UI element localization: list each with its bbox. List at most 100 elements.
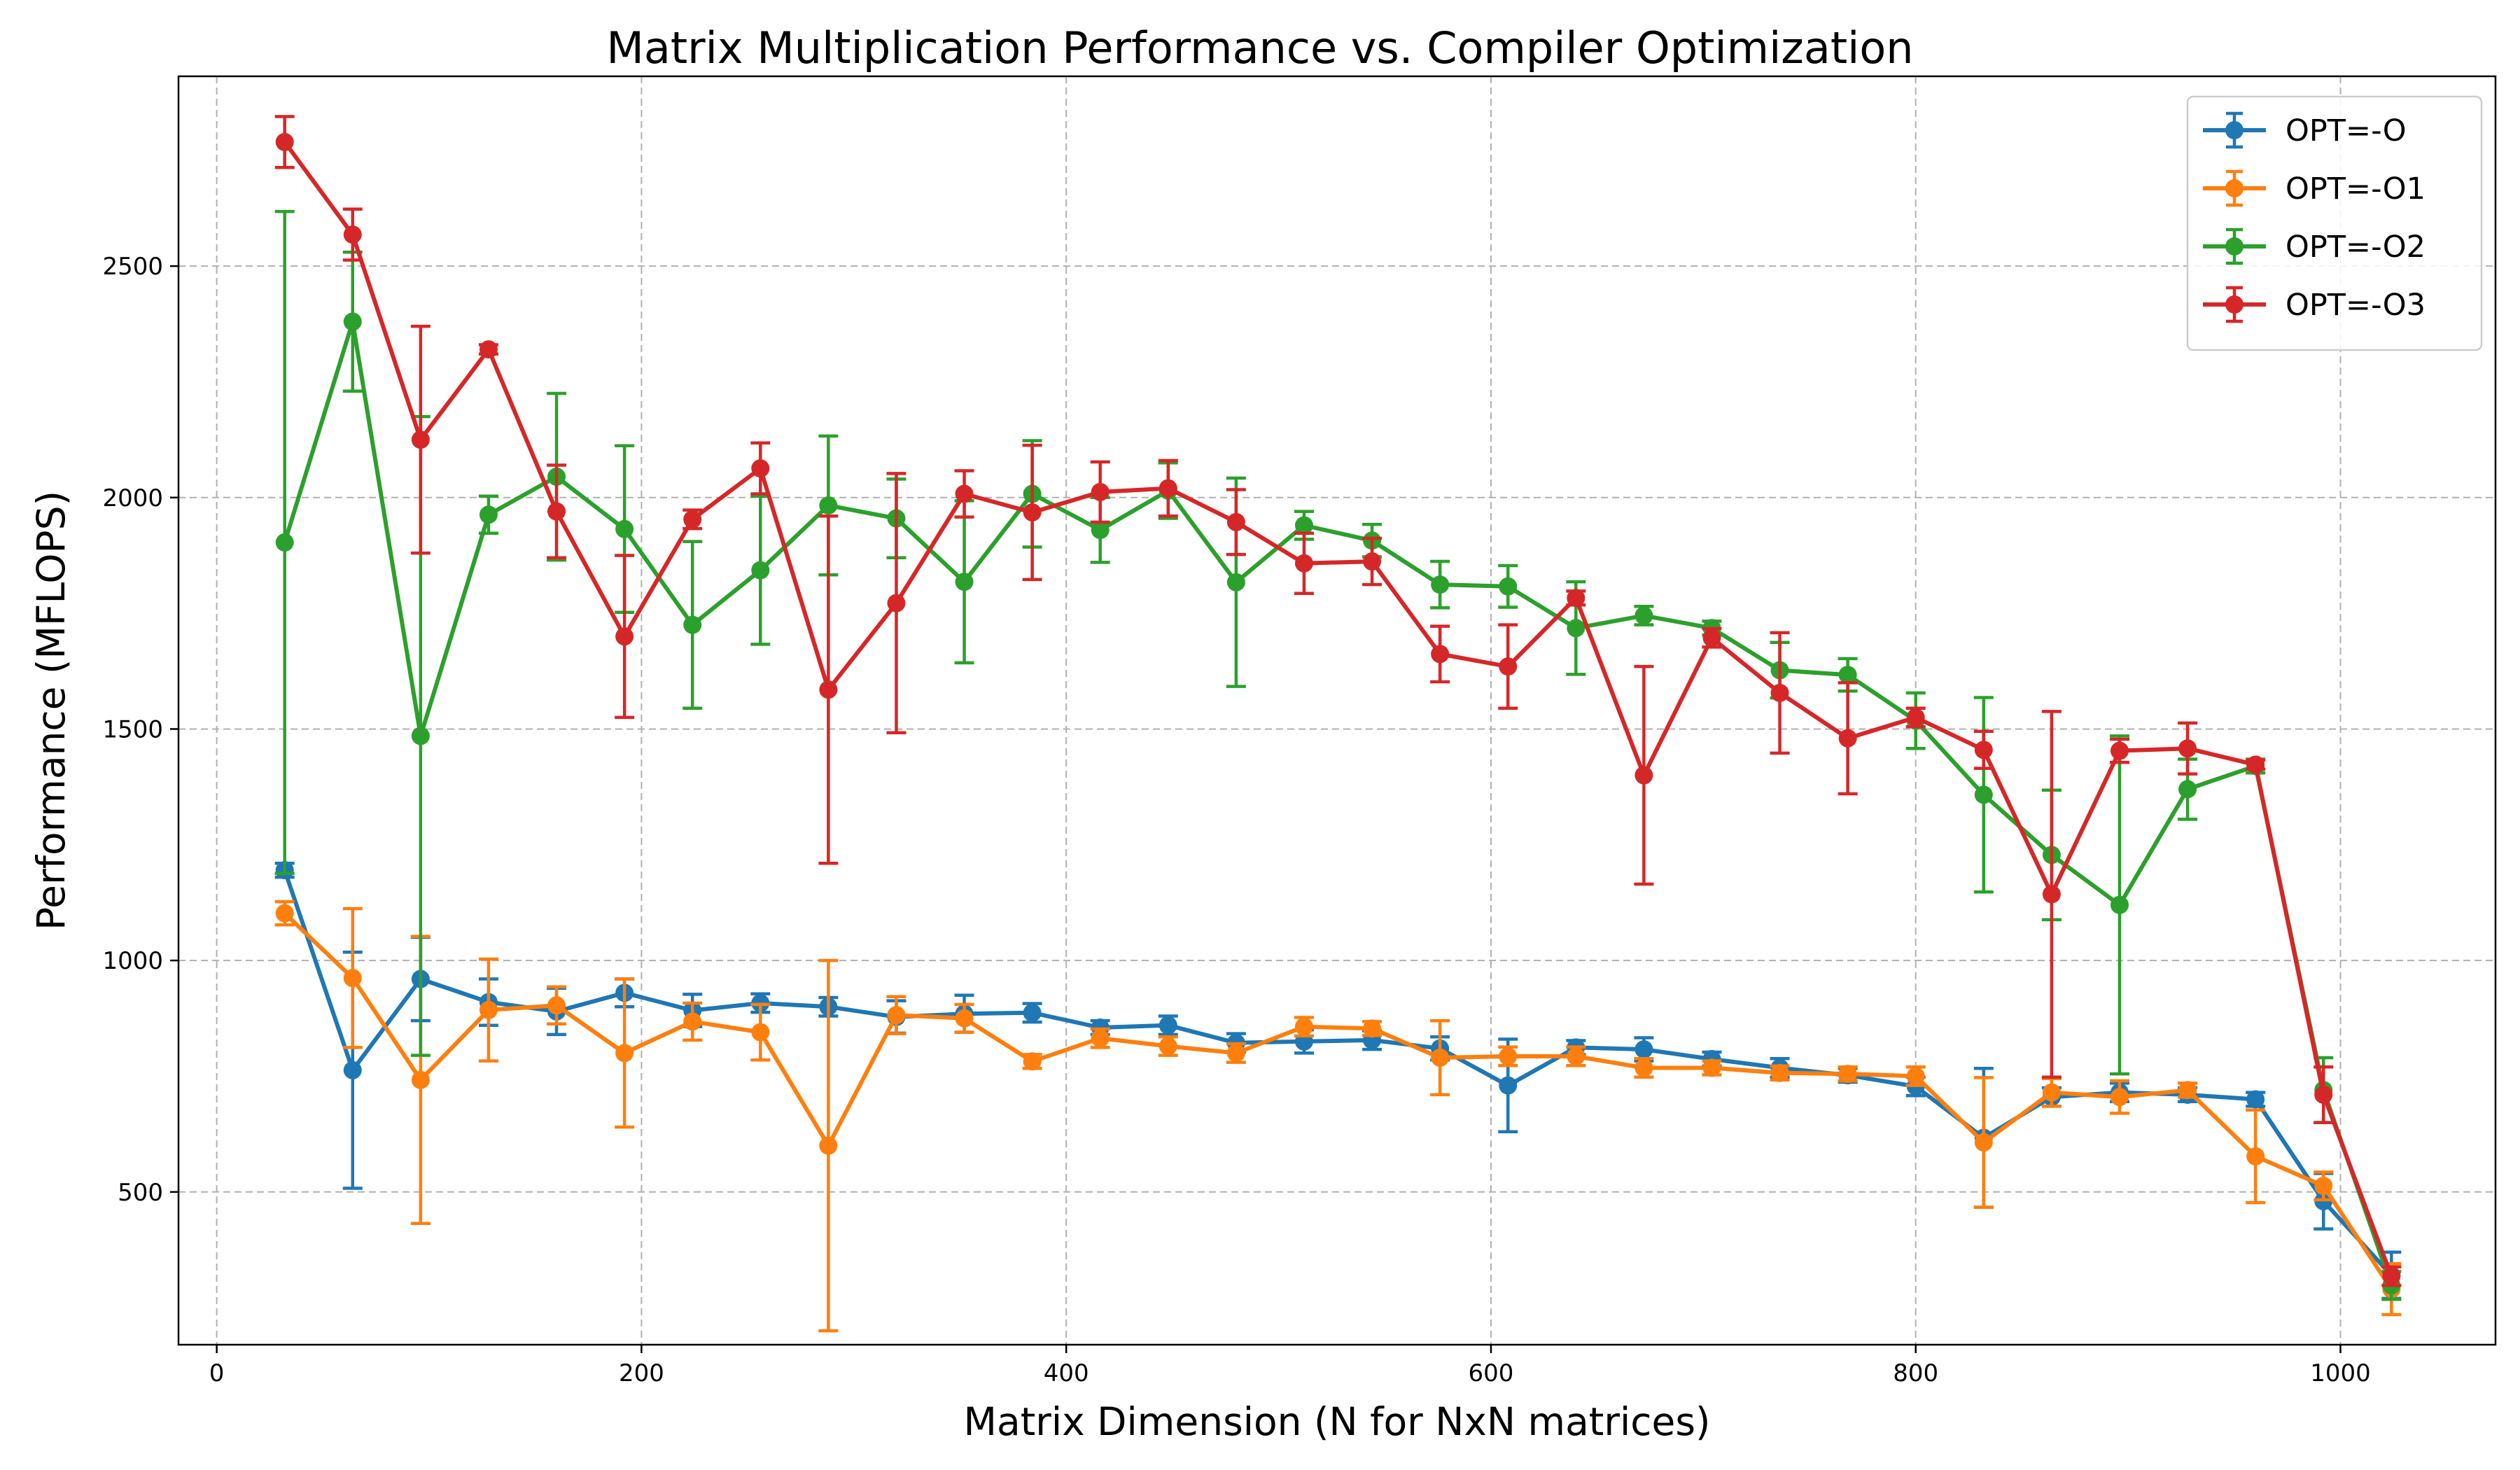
- data-point: [479, 505, 498, 524]
- legend-label: OPT=-O2: [2286, 230, 2426, 265]
- data-point: [819, 1136, 838, 1155]
- data-point: [1838, 1065, 1857, 1084]
- series-line: [282, 319, 2394, 1287]
- data-point: [1838, 666, 1857, 685]
- series-line: [283, 141, 2394, 1278]
- x-tick-label: 200: [619, 1359, 664, 1387]
- data-point: [1770, 1063, 1789, 1082]
- data-point: [955, 484, 974, 503]
- y-tick-label: 500: [118, 1179, 163, 1207]
- data-point: [1499, 1047, 1518, 1066]
- y-tick-label: 1500: [102, 715, 163, 743]
- data-point: [615, 627, 634, 646]
- data-point: [2178, 780, 2197, 799]
- data-point: [1634, 1040, 1653, 1059]
- data-point: [1702, 1058, 1721, 1077]
- data-point: [2246, 755, 2265, 774]
- series-line: [283, 911, 2393, 1291]
- data-point: [2382, 1267, 2401, 1286]
- data-point: [1838, 729, 1857, 748]
- data-point: [615, 1044, 634, 1063]
- data-point: [1363, 552, 1382, 571]
- data-point: [1226, 573, 1245, 592]
- data-point: [1974, 1133, 1993, 1152]
- data-point: [1974, 785, 1993, 804]
- y-axis-label: Performance (MFLOPS): [29, 491, 74, 930]
- data-point: [1499, 577, 1518, 596]
- chart-title: Matrix Multiplication Performance vs. Co…: [606, 22, 1913, 74]
- data-point: [1906, 708, 1925, 727]
- data-point: [751, 459, 770, 478]
- data-point: [2110, 741, 2129, 760]
- y-tick-label: 2000: [102, 484, 163, 512]
- data-point: [275, 533, 294, 552]
- data-point: [411, 727, 430, 746]
- data-point: [955, 1009, 974, 1028]
- data-point: [1023, 503, 1042, 522]
- data-point: [1567, 589, 1586, 608]
- data-point: [2042, 1083, 2061, 1102]
- data-point: [819, 496, 838, 515]
- legend-marker: [2225, 179, 2244, 197]
- data-point: [1634, 606, 1653, 625]
- legend: OPT=-O OPT=-O1 OPT=-O2 OPT=-O3: [2186, 95, 2483, 351]
- legend-item: OPT=-O1: [2203, 169, 2426, 207]
- plot-frame: [177, 75, 2497, 1346]
- y-tick-label: 2500: [102, 253, 163, 281]
- data-point: [683, 615, 702, 634]
- data-point: [1634, 1058, 1653, 1077]
- data-point: [1158, 479, 1177, 498]
- legend-label: OPT=-O3: [2286, 288, 2426, 323]
- data-point: [1499, 657, 1518, 676]
- data-point: [1158, 1037, 1177, 1056]
- x-tick-label: 400: [1044, 1359, 1089, 1387]
- x-tick-label: 0: [209, 1359, 225, 1387]
- data-point: [1294, 516, 1313, 535]
- data-point: [751, 561, 770, 580]
- data-point: [1431, 575, 1450, 594]
- data-point: [1091, 1029, 1110, 1048]
- data-point: [2042, 885, 2061, 904]
- legend-label: OPT=-O1: [2286, 172, 2426, 206]
- data-point: [411, 430, 430, 449]
- data-point: [955, 573, 974, 592]
- data-point: [2178, 1081, 2197, 1100]
- data-point: [615, 519, 634, 538]
- tick-layer: 0 200 400 600 800 1000 500 1000 1500 2000 2500: [102, 253, 2370, 1387]
- data-point: [1226, 1044, 1245, 1063]
- data-point: [887, 1006, 906, 1025]
- data-point: [1226, 512, 1245, 531]
- data-point: [1294, 1017, 1313, 1036]
- series-line: [282, 869, 2393, 1277]
- data-point: [1770, 683, 1789, 702]
- data-point: [1431, 645, 1450, 664]
- data-point: [751, 1023, 770, 1042]
- data-point: [2314, 1177, 2333, 1196]
- data-point: [547, 502, 566, 521]
- data-point: [1974, 741, 1993, 760]
- data-point: [1702, 629, 1721, 648]
- legend-marker: [2225, 295, 2244, 314]
- legend-item: OPT=-O2: [2203, 227, 2426, 265]
- data-point: [1091, 482, 1110, 501]
- series-opt-o3: [274, 115, 2402, 1287]
- x-axis-label: Matrix Dimension (N for NxN matrices): [964, 1399, 1711, 1444]
- data-point: [819, 680, 838, 699]
- legend-item: OPT=-O: [2203, 111, 2407, 149]
- data-point: [479, 1000, 498, 1019]
- data-point: [1363, 1019, 1382, 1038]
- data-point: [547, 996, 566, 1015]
- legend-marker: [2225, 237, 2244, 255]
- legend-label: OPT=-O: [2286, 113, 2407, 148]
- x-tick-label: 600: [1469, 1359, 1514, 1387]
- data-point: [343, 1060, 362, 1079]
- legend-item: OPT=-O3: [2203, 286, 2426, 323]
- data-point: [343, 312, 362, 331]
- data-point: [1294, 554, 1313, 573]
- data-point: [2246, 1090, 2265, 1109]
- data-point: [1634, 766, 1653, 785]
- data-point: [2314, 1085, 2333, 1104]
- data-point: [2246, 1147, 2265, 1166]
